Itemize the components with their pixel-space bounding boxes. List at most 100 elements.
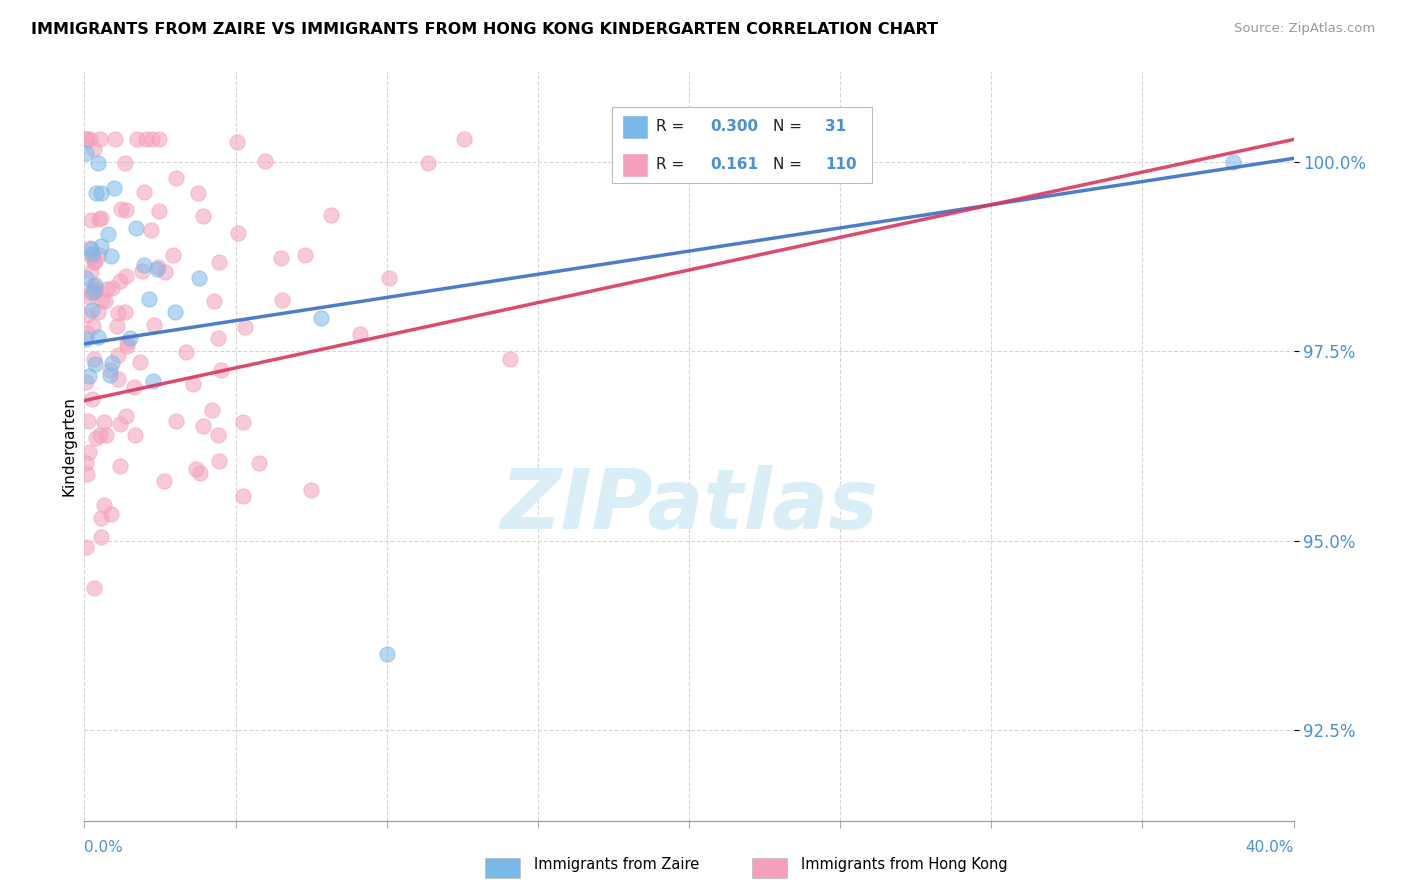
Point bbox=[202, 293, 225, 308]
Point bbox=[76, 467, 98, 482]
Point bbox=[77, 368, 100, 383]
Text: ZIPatlas: ZIPatlas bbox=[501, 466, 877, 547]
Point bbox=[104, 132, 127, 146]
Point bbox=[101, 281, 124, 295]
Point bbox=[141, 223, 163, 237]
Point bbox=[115, 409, 138, 423]
Point bbox=[114, 305, 136, 319]
Point bbox=[89, 247, 111, 261]
Point bbox=[83, 581, 105, 595]
Point bbox=[82, 303, 104, 318]
Point bbox=[75, 332, 97, 346]
Point bbox=[75, 271, 97, 285]
Point bbox=[90, 186, 112, 200]
Point bbox=[75, 132, 97, 146]
Point bbox=[87, 305, 110, 319]
Point bbox=[200, 403, 222, 417]
Text: 110: 110 bbox=[825, 157, 856, 172]
Point bbox=[131, 263, 153, 277]
Point bbox=[155, 265, 177, 279]
Point bbox=[84, 186, 107, 200]
Point bbox=[165, 171, 187, 186]
Point bbox=[319, 208, 342, 222]
Point bbox=[165, 414, 187, 428]
Point bbox=[93, 415, 115, 429]
Point bbox=[208, 454, 231, 468]
Point bbox=[97, 227, 120, 241]
Point bbox=[110, 202, 132, 217]
Point bbox=[499, 351, 522, 366]
Point bbox=[107, 306, 129, 320]
Point bbox=[75, 541, 97, 555]
Point bbox=[90, 511, 112, 525]
Point bbox=[80, 286, 103, 301]
Point bbox=[253, 154, 276, 169]
Point bbox=[89, 132, 111, 146]
Point bbox=[86, 155, 108, 169]
Point bbox=[453, 132, 475, 146]
Point bbox=[207, 331, 229, 345]
Point bbox=[191, 209, 214, 223]
Text: 0.0%: 0.0% bbox=[84, 839, 124, 855]
Point bbox=[232, 489, 254, 503]
Point bbox=[107, 348, 129, 362]
Point bbox=[375, 647, 398, 661]
Point bbox=[100, 356, 122, 370]
Text: R =: R = bbox=[655, 157, 689, 172]
Point bbox=[94, 427, 117, 442]
Point bbox=[90, 239, 112, 253]
Point bbox=[153, 474, 176, 488]
Point bbox=[84, 431, 107, 445]
Point bbox=[80, 250, 103, 264]
Point bbox=[122, 380, 145, 394]
Point bbox=[89, 428, 111, 442]
Text: 31: 31 bbox=[825, 120, 846, 135]
Point bbox=[146, 261, 169, 276]
Point bbox=[117, 334, 139, 349]
Point bbox=[83, 253, 105, 268]
Text: 40.0%: 40.0% bbox=[1246, 839, 1294, 855]
Point bbox=[115, 339, 138, 353]
Point bbox=[77, 444, 100, 458]
Point bbox=[87, 212, 110, 227]
Point bbox=[148, 132, 170, 146]
Point bbox=[187, 186, 209, 201]
Point bbox=[207, 255, 229, 269]
Point bbox=[163, 305, 186, 319]
Point bbox=[83, 142, 105, 156]
Point bbox=[162, 248, 184, 262]
Point bbox=[349, 327, 371, 342]
Point bbox=[75, 375, 97, 389]
Point bbox=[270, 251, 292, 265]
Point bbox=[124, 428, 146, 442]
Text: 0.300: 0.300 bbox=[710, 120, 759, 135]
Point bbox=[76, 308, 98, 322]
Point bbox=[100, 249, 122, 263]
Bar bbox=[621, 115, 648, 139]
Point bbox=[232, 415, 254, 429]
Point bbox=[125, 132, 148, 146]
Point bbox=[114, 155, 136, 169]
Point bbox=[86, 330, 108, 344]
Text: N =: N = bbox=[773, 157, 807, 172]
Point bbox=[181, 377, 204, 392]
Point bbox=[184, 461, 207, 475]
Point bbox=[294, 248, 316, 262]
Point bbox=[226, 227, 249, 241]
Point bbox=[135, 132, 157, 146]
Y-axis label: Kindergarten: Kindergarten bbox=[60, 396, 76, 496]
Point bbox=[103, 181, 125, 195]
Point bbox=[100, 508, 122, 522]
Text: Immigrants from Zaire: Immigrants from Zaire bbox=[534, 857, 700, 872]
Point bbox=[90, 530, 112, 544]
Point bbox=[83, 255, 105, 269]
Point bbox=[80, 213, 103, 227]
Point bbox=[83, 351, 105, 366]
Point bbox=[207, 427, 229, 442]
Point bbox=[76, 326, 98, 340]
Point bbox=[129, 355, 152, 369]
Point bbox=[98, 368, 121, 382]
Point bbox=[75, 456, 97, 470]
Point bbox=[83, 357, 105, 371]
Point bbox=[176, 345, 198, 359]
